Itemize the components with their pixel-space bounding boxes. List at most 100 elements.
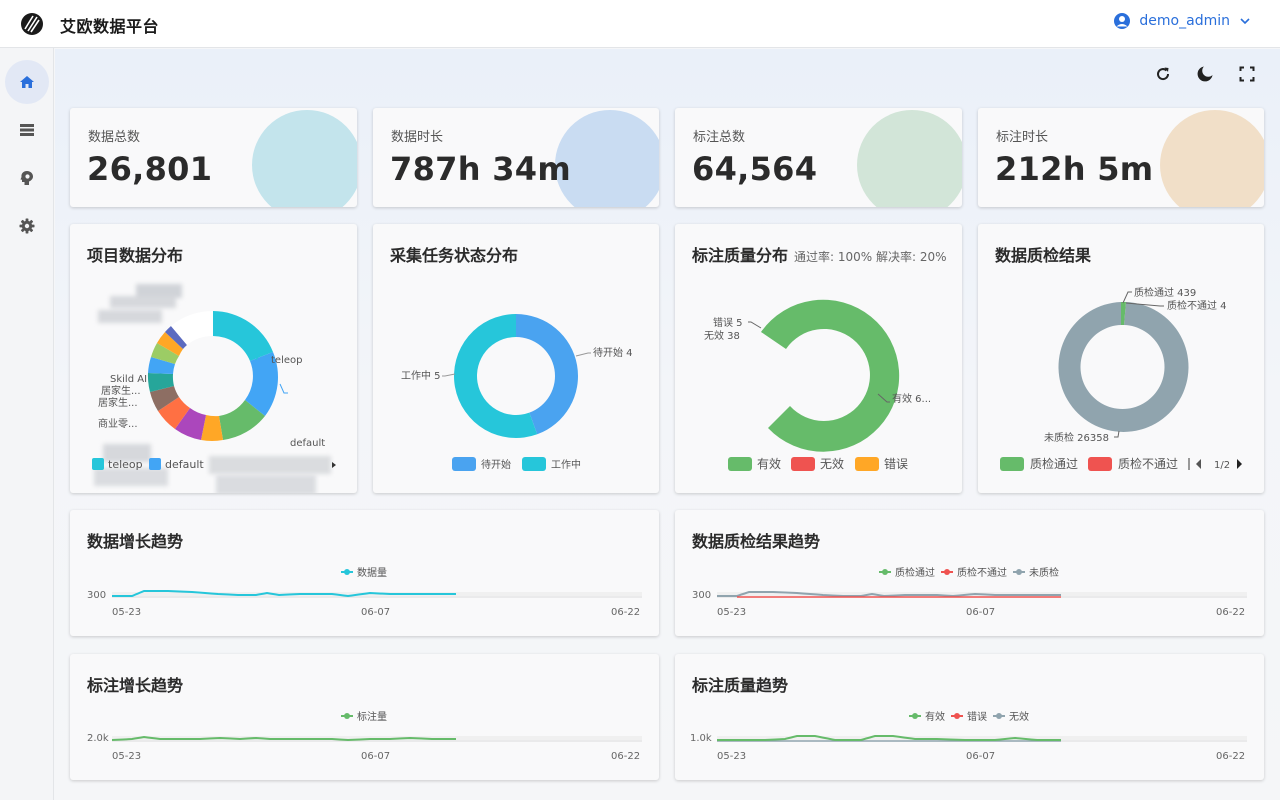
- slice-teal[interactable]: [147, 373, 174, 392]
- sidebar-item-settings[interactable]: [5, 204, 49, 248]
- legend-item[interactable]: 待开始: [481, 458, 511, 471]
- legend-item[interactable]: 无效: [1009, 710, 1029, 723]
- slice-unchecked[interactable]: [1058, 302, 1189, 432]
- x-tick: 05-23: [717, 751, 746, 762]
- slice-blue[interactable]: [148, 357, 175, 374]
- dashboard-main: 数据总数 26,801 数据时长 787h 34m 标注总数 64,564 标注…: [55, 49, 1280, 800]
- slice-indigo[interactable]: [165, 326, 187, 349]
- slice-valid[interactable]: [761, 299, 900, 452]
- legend-next-arrow[interactable]: [1237, 459, 1242, 469]
- legend-item[interactable]: default: [165, 458, 204, 471]
- refresh-icon: [1157, 67, 1170, 81]
- stat-card-data-duration: 数据时长 787h 34m: [373, 108, 659, 207]
- stat-value: 787h 34m: [390, 150, 571, 188]
- legend-swatch: [92, 458, 104, 470]
- quality-trend-card: 标注质量趋势 有效 错误 无效 1.0k 05-23 06-07 06-22: [675, 654, 1264, 780]
- legend-item[interactable]: 质检通过: [895, 566, 935, 579]
- redacted-labels: [94, 284, 316, 493]
- leader-line: [1114, 430, 1120, 438]
- legend-item[interactable]: 错误: [884, 457, 908, 471]
- x-tick: 06-07: [361, 751, 390, 762]
- brain-icon: [20, 171, 33, 185]
- qc-trend-card: 数据质检结果趋势 质检通过 质检不通过 未质检 300 05-23 06-07 …: [675, 510, 1264, 636]
- x-tick: 06-07: [966, 751, 995, 762]
- stat-decoration: [857, 110, 962, 207]
- series-unchecked[interactable]: [717, 591, 1061, 598]
- legend-item[interactable]: 质检不通过: [1118, 456, 1178, 471]
- legend-item[interactable]: 质检不通过: [957, 566, 1007, 579]
- refresh-button[interactable]: [1152, 63, 1174, 85]
- quality-trend-line-chart: 有效 错误 无效 1.0k 05-23 06-07 06-22: [690, 710, 1247, 762]
- slice-purple[interactable]: [175, 408, 206, 440]
- series-line[interactable]: [112, 590, 456, 598]
- leader-line: [1125, 302, 1164, 307]
- card-title: 标注质量分布 通过率: 100% 解决率: 20%: [692, 242, 947, 266]
- legend-dot: [344, 569, 350, 575]
- legend-item[interactable]: 工作中: [551, 458, 581, 471]
- x-tick: 05-23: [112, 607, 141, 618]
- legend-prev-arrow[interactable]: [1196, 459, 1201, 469]
- slice-orange[interactable]: [201, 415, 223, 441]
- sidebar-item-home[interactable]: [5, 60, 49, 104]
- quality-donut: [761, 299, 900, 452]
- pie-label: 居家生...: [98, 396, 138, 409]
- card-title: 采集任务状态分布: [390, 246, 519, 265]
- y-tick: 2.0k: [87, 733, 109, 744]
- slice-工作中[interactable]: [453, 314, 538, 438]
- y-tick: 1.0k: [690, 733, 712, 744]
- legend-dot: [344, 713, 350, 719]
- legend-item[interactable]: 数据量: [357, 566, 387, 579]
- card-title: 标注质量趋势: [692, 676, 789, 695]
- x-tick: 06-22: [611, 607, 640, 618]
- leader-line: [442, 373, 456, 377]
- slice-teleop[interactable]: [213, 311, 273, 361]
- legend-item[interactable]: 有效: [757, 456, 781, 471]
- stat-label: 标注时长: [996, 130, 1049, 145]
- legend-swatch: [149, 458, 161, 470]
- legend-item[interactable]: teleop: [108, 458, 143, 471]
- series-valid[interactable]: [717, 735, 1061, 741]
- fullscreen-icon: [1239, 66, 1255, 82]
- dark-mode-button[interactable]: [1194, 63, 1216, 85]
- legend-swatch: [522, 457, 546, 471]
- fullscreen-button[interactable]: [1236, 63, 1258, 85]
- slice-deeporange[interactable]: [158, 397, 190, 429]
- legend-item[interactable]: 未质检: [1029, 566, 1059, 579]
- legend-item[interactable]: 错误: [967, 710, 987, 723]
- legend-swatch: [452, 457, 476, 471]
- user-menu[interactable]: demo_admin: [1113, 12, 1252, 30]
- legend-divider: [1188, 458, 1190, 470]
- sidebar-item-model[interactable]: [5, 156, 49, 200]
- legend-item[interactable]: 标注量: [357, 710, 387, 723]
- stat-decoration: [555, 110, 659, 207]
- x-tick: 05-23: [112, 751, 141, 762]
- stat-value: 212h 5m: [995, 150, 1154, 188]
- slice-待开始[interactable]: [516, 314, 578, 435]
- legend-item[interactable]: 有效: [925, 710, 945, 723]
- slice-lightgreen[interactable]: [151, 343, 179, 364]
- slice-amber[interactable]: [157, 332, 183, 356]
- qc-donut: [1058, 301, 1189, 432]
- pie-label: 居家生...: [101, 384, 141, 397]
- slice-small[interactable]: [171, 310, 213, 345]
- x-tick: 06-22: [1216, 607, 1245, 618]
- x-tick: 05-23: [717, 607, 746, 618]
- legend-item[interactable]: 无效: [820, 456, 844, 471]
- slice-brown[interactable]: [150, 386, 179, 411]
- slice-qc-pass[interactable]: [1121, 301, 1126, 325]
- slice-default[interactable]: [245, 352, 278, 416]
- slice-green[interactable]: [219, 400, 265, 440]
- leader-line: [877, 393, 890, 403]
- task-status-donut: 待开始 4 工作中 5 待开始 工作中: [401, 314, 633, 471]
- legend-swatch: [1088, 457, 1112, 471]
- legend-item[interactable]: 质检通过: [1030, 456, 1078, 471]
- pie-label: 有效 6...: [892, 392, 931, 405]
- sidebar-item-data[interactable]: [5, 108, 49, 152]
- pie-label: Skild AI: [110, 374, 147, 385]
- legend-dot: [996, 713, 1002, 719]
- legend-next-arrow[interactable]: [332, 462, 336, 468]
- redacted-legend: [209, 456, 331, 474]
- donut-group: [453, 314, 578, 438]
- x-tick: 06-22: [611, 751, 640, 762]
- series-line[interactable]: [111, 735, 456, 742]
